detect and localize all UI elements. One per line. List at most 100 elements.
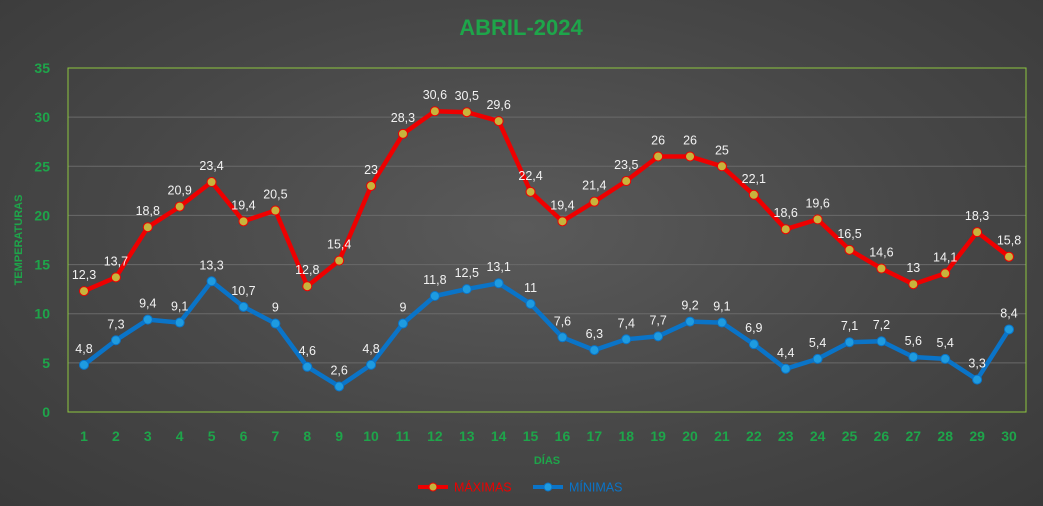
plot-series: 12,3 13,7 18,8 20,9 23,4 19,4 20,5 12,8 15,4 23 28… <box>72 88 1021 392</box>
data-point <box>174 201 185 212</box>
x-tick-label: 12 <box>427 428 443 444</box>
data-label: 9,4 <box>139 297 156 311</box>
data-label: 19,4 <box>550 198 574 212</box>
data-label: 20,9 <box>168 184 192 198</box>
data-point <box>748 189 759 200</box>
data-point <box>366 180 377 191</box>
x-tick-label: 16 <box>555 428 571 444</box>
data-label: 9 <box>272 301 279 315</box>
data-point <box>270 318 281 329</box>
x-axis-title: DÍAS <box>534 454 560 467</box>
data-point <box>302 281 313 292</box>
data-point <box>908 351 919 362</box>
x-tick-label: 21 <box>714 428 730 444</box>
x-tick-label: 5 <box>208 428 216 444</box>
data-point <box>972 374 983 385</box>
data-label: 9 <box>399 301 406 315</box>
data-point <box>940 268 951 279</box>
data-point <box>79 359 89 370</box>
data-label: 7,4 <box>618 316 635 330</box>
legend-label: MÁXIMAS <box>454 480 512 495</box>
data-label: 18,6 <box>774 206 798 220</box>
x-tick-label: 14 <box>491 428 507 444</box>
data-label: 13,1 <box>486 260 510 274</box>
series-line <box>81 108 1012 294</box>
data-point <box>716 317 727 328</box>
data-label: 13 <box>906 261 920 275</box>
data-point <box>780 224 791 235</box>
data-point <box>461 107 472 118</box>
data-label: 8,4 <box>1000 306 1017 320</box>
data-label: 7,7 <box>649 313 666 327</box>
data-point <box>142 314 153 325</box>
data-point <box>876 336 887 347</box>
data-label: 9,1 <box>713 300 730 314</box>
x-tick-label: 22 <box>746 428 762 444</box>
data-point <box>493 116 504 127</box>
data-label: 12,3 <box>72 268 96 282</box>
data-point <box>397 318 408 329</box>
data-point <box>334 381 345 392</box>
data-label: 5,4 <box>809 336 826 350</box>
data-label: 18,8 <box>136 204 160 218</box>
data-label: 9,2 <box>681 299 698 313</box>
data-point <box>557 216 568 227</box>
data-label: 26 <box>651 133 665 147</box>
data-label: 14,6 <box>869 246 893 260</box>
data-point <box>429 291 440 302</box>
data-label: 10,7 <box>231 284 255 298</box>
data-point <box>940 353 951 364</box>
data-point <box>972 227 983 238</box>
x-tick-label: 6 <box>240 428 248 444</box>
data-label: 15,4 <box>327 238 351 252</box>
data-point <box>621 334 632 345</box>
data-label: 3,3 <box>968 357 985 371</box>
data-point <box>461 284 472 295</box>
x-tick-label: 17 <box>587 428 603 444</box>
data-point <box>748 339 759 350</box>
y-tick-label: 5 <box>42 355 50 371</box>
x-tick-label: 13 <box>459 428 475 444</box>
data-point <box>397 128 408 139</box>
data-point <box>110 272 121 283</box>
legend-marker <box>543 482 553 492</box>
data-label: 7,3 <box>107 317 124 331</box>
data-point <box>270 205 281 216</box>
data-point <box>685 316 696 327</box>
data-label: 26 <box>683 133 697 147</box>
data-point <box>653 331 664 342</box>
chart-title: ABRIL-2024 <box>459 15 583 40</box>
x-tick-label: 9 <box>335 428 343 444</box>
x-tick-label: 1 <box>80 428 88 444</box>
data-label: 19,6 <box>805 196 829 210</box>
data-label: 28,3 <box>391 111 415 125</box>
legend: MÁXIMAS MÍNIMAS <box>418 480 622 495</box>
x-tick-label: 24 <box>810 428 826 444</box>
data-point <box>525 186 536 197</box>
y-tick-label: 25 <box>34 158 50 174</box>
data-point <box>812 353 823 364</box>
data-label: 20,5 <box>263 188 287 202</box>
series-2: 4,8 7,3 9,4 9,1 13,3 10,7 9 4,6 2,6 4,8 9 11,8 12,5 1… <box>75 258 1018 392</box>
data-label: 22,1 <box>742 172 766 186</box>
gridlines <box>68 116 1026 364</box>
data-point <box>142 222 153 233</box>
data-label: 16,5 <box>837 227 861 241</box>
data-label: 14,1 <box>933 250 957 264</box>
data-point <box>812 214 823 225</box>
series-line <box>81 279 1012 389</box>
data-point <box>174 317 185 328</box>
legend-marker <box>428 482 438 492</box>
data-label: 11,8 <box>423 273 446 287</box>
data-point <box>621 176 632 187</box>
data-label: 7,2 <box>873 318 890 332</box>
data-label: 4,4 <box>777 346 794 360</box>
data-point <box>238 301 249 312</box>
data-point <box>302 361 313 372</box>
x-tick-label: 7 <box>271 428 279 444</box>
data-point <box>844 337 855 348</box>
data-point <box>557 332 568 343</box>
x-tick-label: 29 <box>969 428 985 444</box>
data-point <box>908 279 919 290</box>
